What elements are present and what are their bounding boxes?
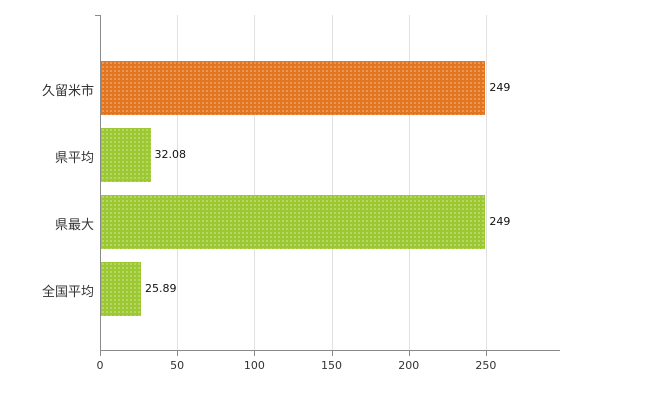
bar-value-label: 249 [489,215,511,228]
x-axis-line [100,350,560,351]
gridline [177,15,179,350]
x-tick-label: 250 [475,359,497,372]
x-tick [177,351,179,356]
bar [101,61,486,115]
x-tick-label: 0 [96,359,104,372]
x-tick [254,351,256,356]
x-tick-label: 50 [170,359,185,372]
x-tick [100,351,101,356]
x-tick [408,351,410,356]
x-tick [485,351,487,356]
bar-value-label: 249 [489,81,511,94]
category-label: 県最大 [54,218,94,233]
y-axis-end-tick [95,15,100,16]
gridline [331,15,333,350]
category-label: 全国平均 [41,285,94,300]
x-tick-label: 150 [321,359,343,372]
category-label: 久留米市 [41,84,94,99]
bar [101,128,151,182]
category-label: 県平均 [54,151,94,166]
x-tick-label: 200 [398,359,420,372]
gridline [254,15,256,350]
bar-value-label: 32.08 [154,148,187,161]
bar-value-label: 25.89 [144,282,177,295]
gridline [485,15,487,350]
gridline [408,15,410,350]
x-tick-label: 100 [243,359,265,372]
bar [101,262,141,316]
x-tick [331,351,333,356]
bar [101,195,486,249]
y-axis-line [100,15,101,350]
